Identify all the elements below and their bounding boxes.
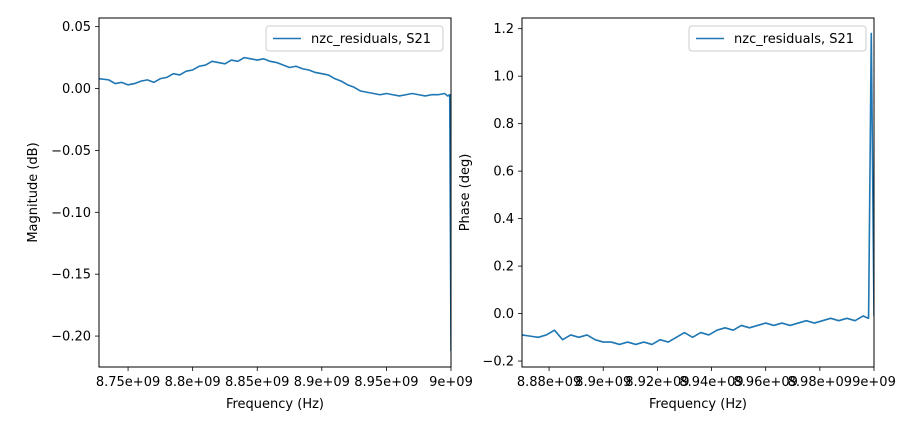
x-tick-label: 8.92e+09 bbox=[625, 375, 689, 390]
legend-entry-label: nzc_residuals, S21 bbox=[734, 32, 854, 47]
y-tick-label: 1.2 bbox=[493, 22, 514, 37]
phase-series-line bbox=[522, 32, 874, 346]
x-tick-label: 8.95e+09 bbox=[354, 375, 418, 390]
y-tick-label: −0.15 bbox=[51, 268, 91, 283]
x-tick-label: 8.88e+09 bbox=[517, 375, 581, 390]
chart-magnitude: 8.75e+09 8.8e+09 8.85e+09 8.9e+09 8.95e+09 9e… bbox=[26, 17, 473, 412]
x-tick-label: 9e+09 bbox=[852, 375, 896, 390]
x-tick-label: 8.9e+09 bbox=[575, 375, 631, 390]
magnitude-plot-frame bbox=[98, 17, 452, 368]
x-tick-label: 9e+09 bbox=[429, 375, 473, 390]
phase-marks: 8.88e+098.9e+098.92e+098.94e+098.96e+098… bbox=[482, 22, 895, 390]
y-tick-label: −0.20 bbox=[51, 330, 91, 345]
y-axis-label: Magnitude (dB) bbox=[26, 142, 41, 242]
x-tick-label: 8.9e+09 bbox=[294, 375, 350, 390]
x-axis-label: Frequency (Hz) bbox=[226, 397, 324, 412]
y-tick-label: 0.0 bbox=[493, 307, 514, 322]
x-tick-label: 8.98e+09 bbox=[788, 375, 852, 390]
legend-box bbox=[265, 25, 444, 52]
phase-plot-frame bbox=[521, 17, 875, 368]
chart-phase: 8.88e+098.9e+098.92e+098.94e+098.96e+098… bbox=[458, 17, 896, 412]
magnitude-legend: nzc_residuals, S21 bbox=[265, 25, 444, 52]
x-tick-label: 8.8e+09 bbox=[165, 375, 221, 390]
x-tick-label: 8.85e+09 bbox=[225, 375, 289, 390]
x-tick-label: 8.96e+09 bbox=[733, 375, 797, 390]
y-axis-label: Phase (deg) bbox=[458, 154, 473, 232]
phase-legend: nzc_residuals, S21 bbox=[688, 25, 867, 52]
x-tick-label: 8.94e+09 bbox=[679, 375, 743, 390]
legend-box bbox=[688, 25, 867, 52]
y-tick-label: 1.0 bbox=[493, 70, 514, 85]
magnitude-marks: 8.75e+09 8.8e+09 8.85e+09 8.9e+09 8.95e+09 9e… bbox=[51, 20, 473, 390]
y-tick-label: 0.2 bbox=[493, 260, 514, 275]
y-tick-label: −0.2 bbox=[482, 355, 514, 370]
y-tick-label: 0.8 bbox=[493, 117, 514, 132]
y-tick-label: −0.10 bbox=[51, 206, 91, 221]
y-tick-label: 0.6 bbox=[493, 165, 514, 180]
x-axis-label: Frequency (Hz) bbox=[649, 397, 747, 412]
y-tick-label: 0.00 bbox=[62, 82, 91, 97]
legend-entry-label: nzc_residuals, S21 bbox=[311, 32, 431, 47]
y-tick-label: 0.05 bbox=[62, 20, 91, 35]
x-tick-label: 8.75e+09 bbox=[96, 375, 160, 390]
y-tick-label: 0.4 bbox=[493, 212, 514, 227]
y-tick-label: −0.05 bbox=[51, 144, 91, 159]
magnitude-series-line bbox=[99, 56, 451, 351]
